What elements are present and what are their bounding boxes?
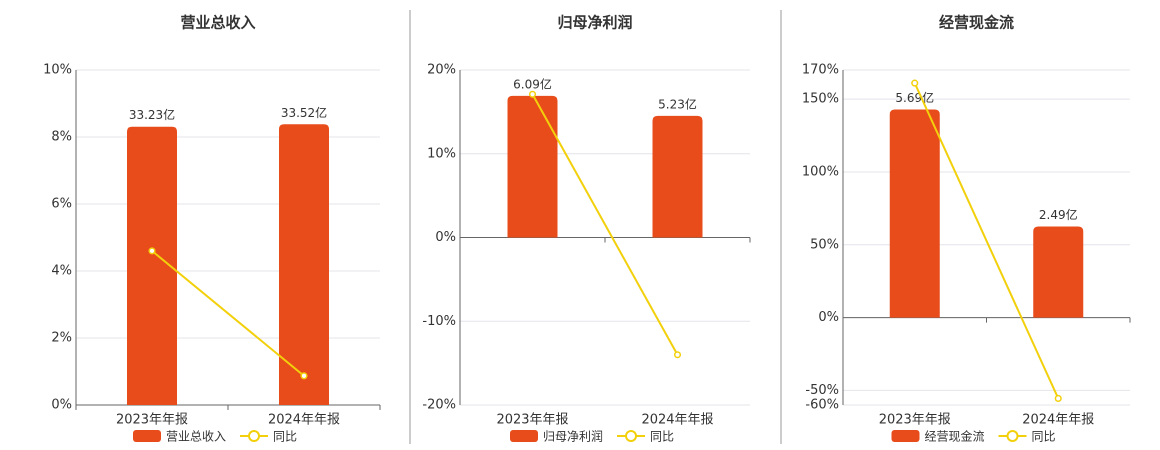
y-tick-label: 100% (802, 164, 839, 179)
x-tick-label: 2023年年报 (496, 413, 568, 428)
x-tick-label: 2024年年报 (1022, 413, 1094, 428)
bar (889, 109, 940, 318)
data-label: 33.23亿 (129, 107, 175, 122)
y-tick-label: 2% (51, 331, 72, 346)
x-tick-label: 2024年年报 (268, 413, 340, 428)
chart-title: 经营现金流 (939, 14, 1014, 32)
legend-label: 营业总收入 (166, 430, 226, 444)
data-label: 33.52亿 (281, 105, 327, 120)
legend-swatch (133, 430, 161, 442)
bar (1033, 226, 1084, 318)
bar (279, 124, 329, 406)
y-tick-label: 4% (51, 264, 72, 279)
legend-swatch (891, 430, 920, 442)
line-point (528, 90, 537, 98)
legend-label: 归母净利润 (543, 430, 603, 444)
y-tick-label: 8% (51, 130, 72, 145)
data-label: 6.09亿 (513, 76, 552, 91)
line (151, 250, 305, 377)
data-label: 5.23亿 (658, 96, 697, 111)
x-tick-label: 2023年年报 (879, 413, 951, 428)
bar (127, 126, 177, 405)
legend-label: 经营现金流 (925, 429, 985, 444)
y-tick-label: 20% (427, 63, 456, 78)
y-tick-label: 0% (435, 230, 456, 245)
line-point (911, 79, 919, 87)
y-tick-label: 0% (51, 398, 72, 413)
y-tick-label: -20% (422, 398, 456, 413)
data-label: 5.69亿 (895, 90, 934, 105)
y-tick-label: 150% (802, 92, 839, 107)
legend-point (1006, 430, 1019, 442)
line-point (300, 372, 308, 380)
y-tick-label: -50% (805, 383, 839, 398)
line (913, 82, 1060, 399)
line (531, 93, 679, 356)
x-tick-label: 2024年年报 (641, 413, 713, 428)
legend-swatch (510, 430, 538, 442)
bar (652, 115, 703, 238)
legend-label: 同比 (650, 430, 674, 444)
legend-label: 同比 (273, 430, 297, 444)
line-point (148, 247, 156, 255)
legend-point (248, 430, 261, 442)
y-tick-label: 170% (802, 63, 839, 78)
x-tick-label: 2023年年报 (116, 413, 188, 428)
y-tick-label: 50% (810, 237, 839, 252)
y-tick-label: 0% (818, 310, 839, 325)
chart-title: 营业总收入 (180, 14, 255, 32)
line-point (673, 351, 682, 359)
legend-point (625, 430, 638, 442)
line-point (1054, 394, 1062, 402)
y-tick-label: -60% (805, 398, 839, 413)
y-tick-label: 10% (427, 146, 456, 161)
chart-title: 归母净利润 (557, 14, 632, 32)
y-tick-label: -10% (422, 314, 456, 329)
bar (507, 95, 558, 238)
y-tick-label: 10% (43, 63, 72, 78)
legend-label: 同比 (1032, 430, 1056, 444)
y-tick-label: 6% (51, 197, 72, 212)
data-label: 2.49亿 (1039, 207, 1078, 222)
